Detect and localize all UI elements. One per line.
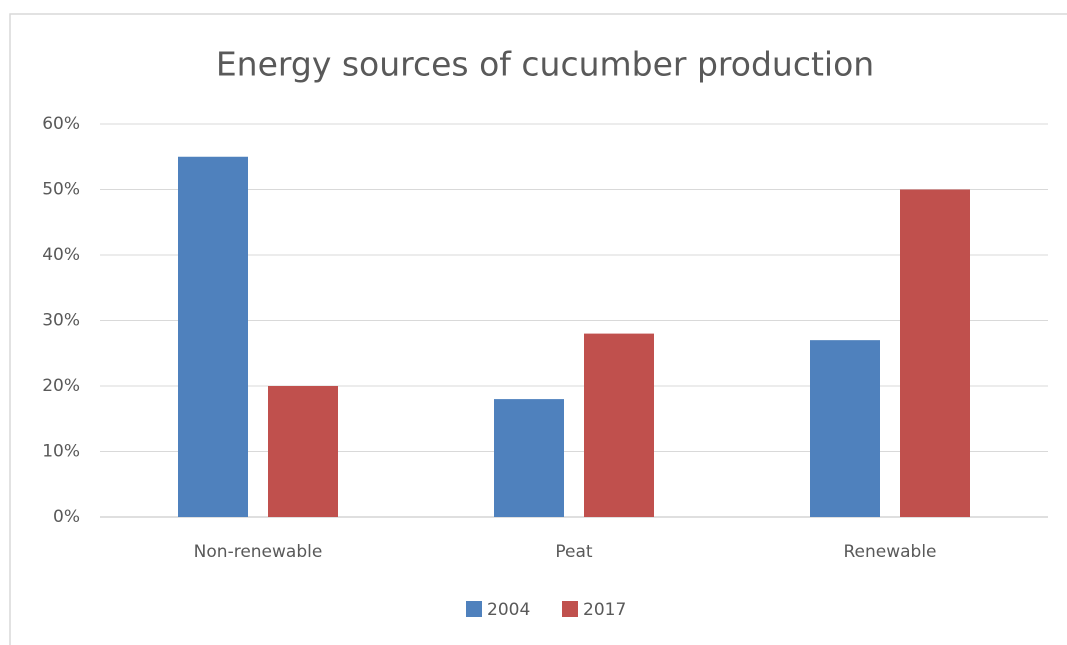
bar [268,386,338,517]
y-tick-label: 30% [42,311,80,331]
chart-frame [9,13,1067,645]
x-tick-label: Renewable [843,542,936,562]
x-tick-label: Peat [555,542,593,562]
y-tick-label: 40% [42,245,80,265]
x-tick-label: Non-renewable [194,542,323,562]
legend-label: 2017 [583,600,626,620]
chart-title: Energy sources of cucumber production [216,45,874,84]
legend-swatch [562,601,578,617]
bar [178,156,248,517]
y-tick-label: 10% [42,442,80,462]
legend-label: 2004 [487,600,530,620]
legend-swatch [466,601,482,617]
bar [494,399,564,517]
y-tick-label: 20% [42,376,80,396]
y-tick-label: 60% [42,114,80,134]
bar [810,340,880,517]
y-tick-label: 50% [42,180,80,200]
bar [584,333,654,517]
y-tick-label: 0% [53,507,80,527]
bar [900,189,970,517]
